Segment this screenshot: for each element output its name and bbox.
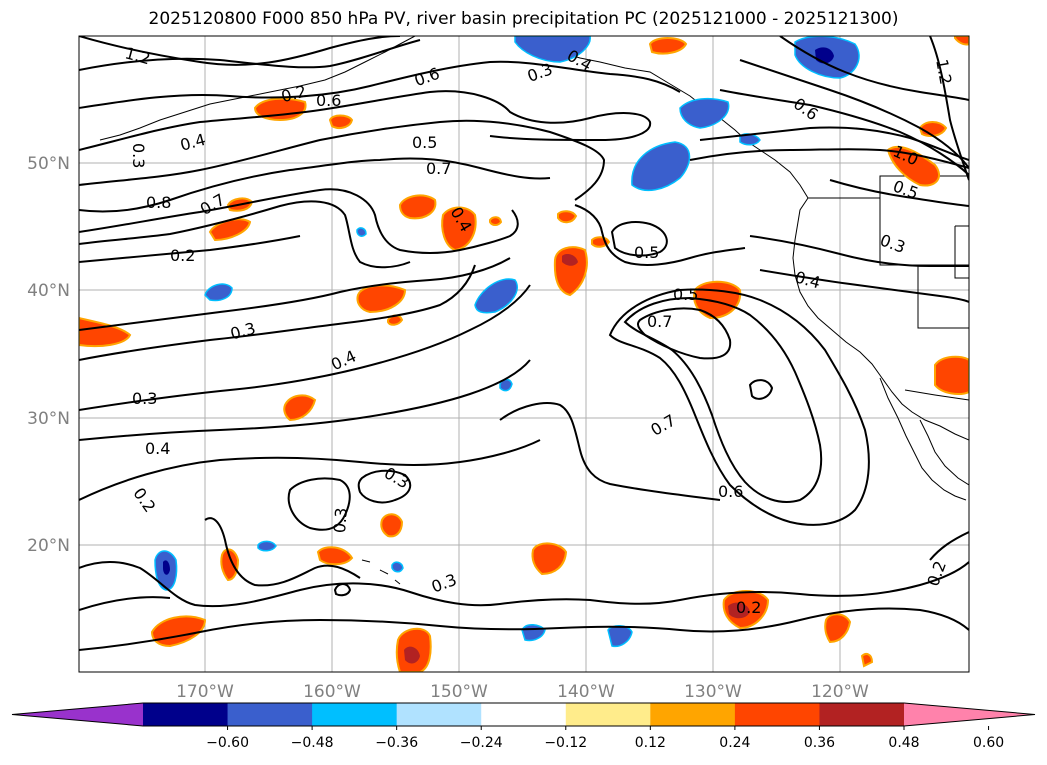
colorbar-outline [11,702,1036,727]
map-frame [78,35,970,673]
lon-label-170w: 170°W [176,682,234,702]
contour-label: 0.8 [146,193,171,212]
colorbar-tick-label: −0.24 [460,735,503,751]
colorbar-tick-label: −0.48 [291,735,334,751]
lon-label-140w: 140°W [557,682,615,702]
contour-label: 0.3 [129,143,148,168]
colorbar-segment [734,703,820,726]
lat-label-50n: 50°N [27,154,70,174]
colorbar-segment [565,703,651,726]
colorbar-segment [650,703,736,726]
colorbar-tick-label: 0.24 [719,735,750,751]
contour-label: 0.5 [634,243,659,262]
lat-label-40n: 40°N [27,281,70,301]
lon-label-130w: 130°W [684,682,742,702]
contour-label: 0.3 [330,507,351,534]
contour-label: 0.5 [673,285,698,304]
colorbar-tick-label: −0.60 [206,735,249,751]
contour-label: 0.2 [736,598,761,617]
lon-label-150w: 150°W [430,682,488,702]
contour-label: 1.2 [932,58,955,86]
map-area: 1.2 0.6 0.5 0.7 0.8 0.2 0.3 0.4 0.5 0.7 … [79,36,969,672]
colorbar-segment [396,703,482,726]
colorbar-tick-label: −0.12 [544,735,587,751]
colorbar-tick-label: 0.12 [635,735,666,751]
gridlines [79,36,969,672]
colorbar: −0.60 −0.48 −0.36 −0.24 −0.12 0.12 0.24 0.36 0.4… [11,702,1036,751]
contour-label: 0.4 [145,439,170,458]
contour-label: 0.6 [316,91,341,110]
colorbar-segment [227,703,313,726]
colorbar-segment [143,703,229,726]
lon-label-160w: 160°W [303,682,361,702]
lon-label-120w: 120°W [811,682,869,702]
negative-pc-areas [154,36,860,648]
colorbar-extend-high [904,703,1035,726]
colorbar-tick-label: 0.60 [973,735,1004,751]
latitude-labels: 50°N 40°N 30°N 20°N [27,154,70,556]
colorbar-segment [819,703,905,726]
colorbar-segment [481,703,567,726]
colorbar-tick-label: −0.36 [375,735,418,751]
contour-label: 0.7 [647,312,672,331]
lat-label-30n: 30°N [27,409,70,429]
lat-label-20n: 20°N [27,536,70,556]
pv-contours [79,36,969,651]
contour-label: 0.7 [426,159,451,178]
contour-label: 0.2 [170,246,195,265]
colorbar-tick-label: 0.48 [888,735,919,751]
contour-label: 0.6 [718,482,743,501]
colorbar-segment [312,703,398,726]
colorbar-extend-low [12,703,143,726]
contour-label: 0.5 [412,133,437,152]
contour-label: 0.3 [132,389,157,408]
longitude-labels: 170°W 160°W 150°W 140°W 130°W 120°W [176,682,869,702]
colorbar-tick-label: 0.36 [804,735,835,751]
map-title: 2025120800 F000 850 hPa PV, river basin … [148,9,899,29]
